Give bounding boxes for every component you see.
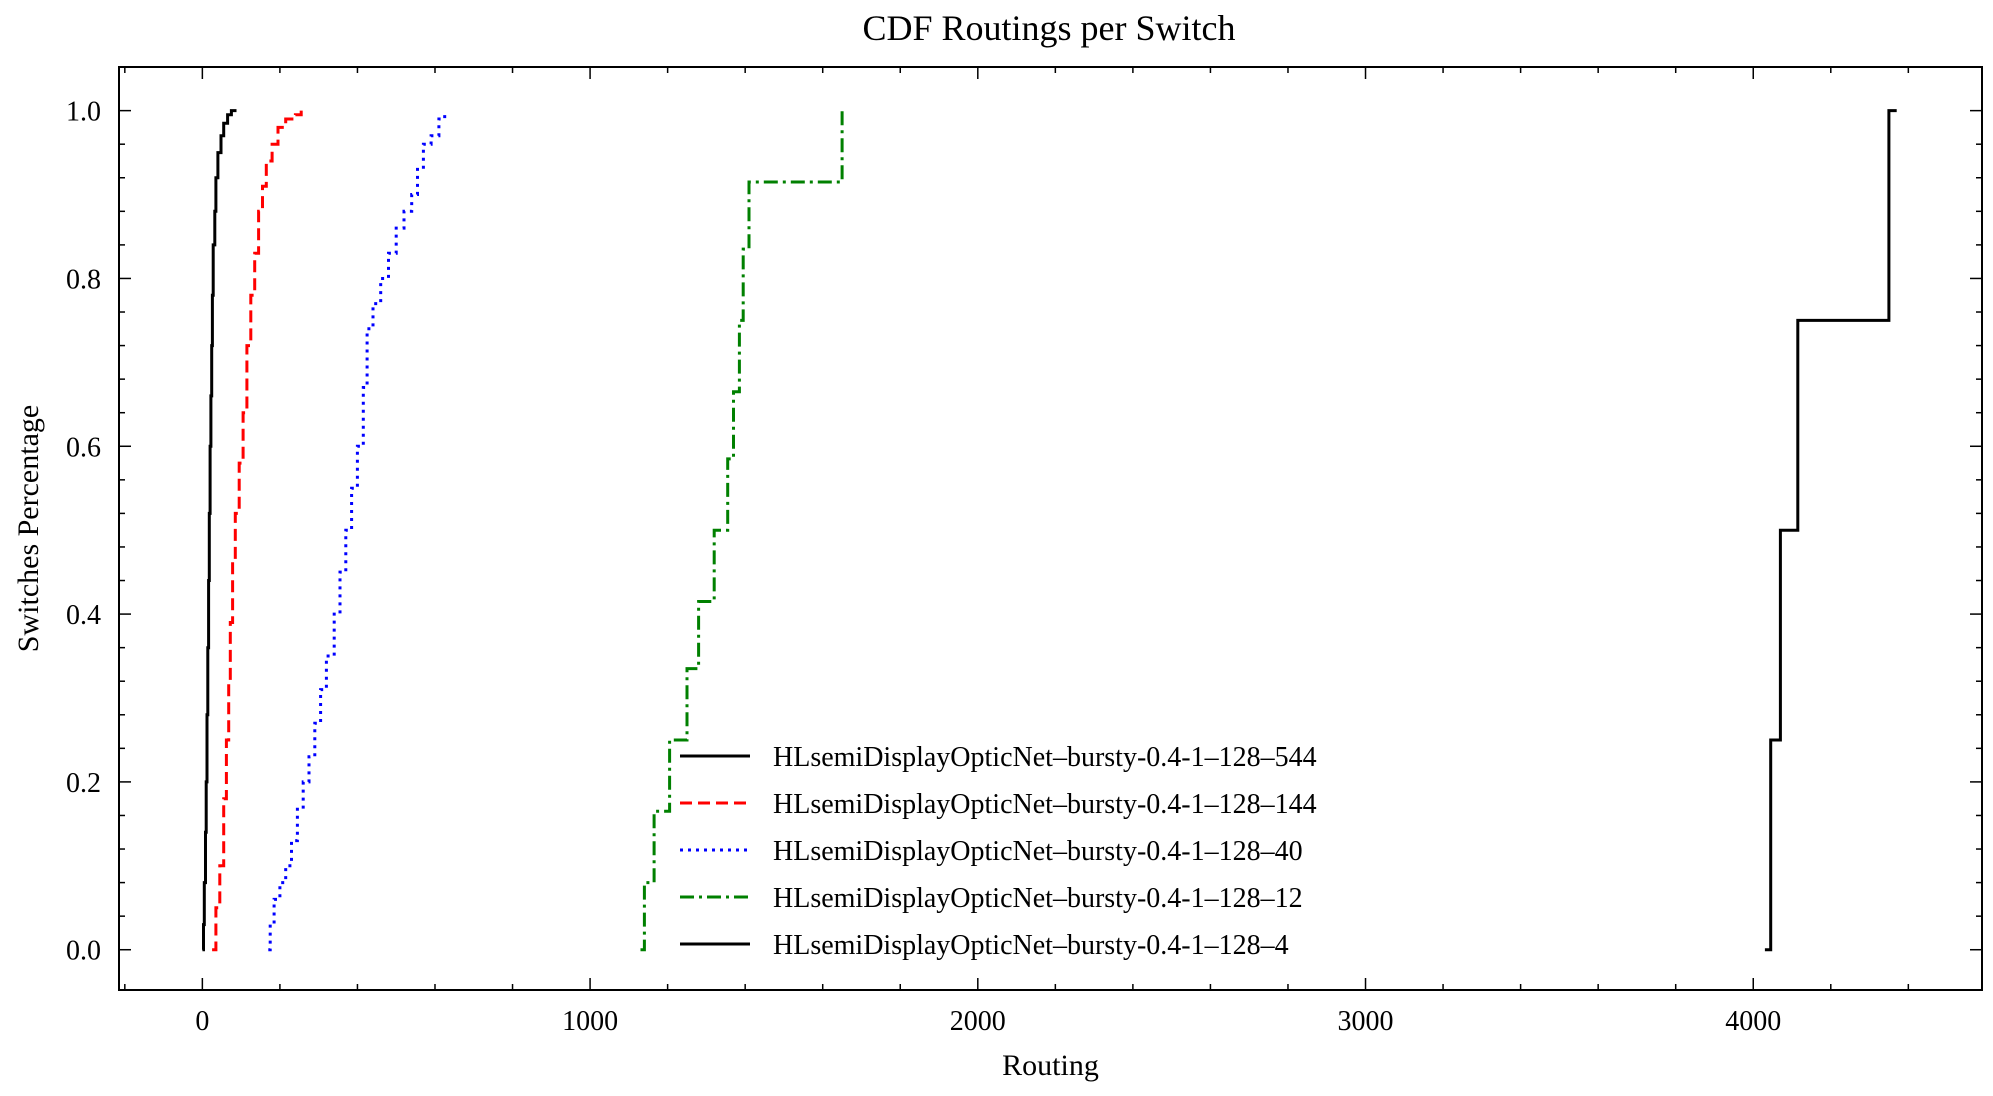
x-tick-label: 4000 xyxy=(1725,1006,1781,1037)
y-tick-label: 0.8 xyxy=(66,264,101,295)
series-line-5 xyxy=(1764,109,1897,952)
series-layer xyxy=(202,109,1897,952)
series-line-1 xyxy=(202,109,237,952)
legend-label-4: HLsemiDisplayOpticNet–bursty-0.4-1–128–1… xyxy=(773,883,1303,914)
legend: HLsemiDisplayOpticNet–bursty-0.4-1–128–5… xyxy=(680,742,1317,961)
legend-label-5: HLsemiDisplayOpticNet–bursty-0.4-1–128–4 xyxy=(773,930,1289,961)
y-tick-label: 1.0 xyxy=(66,97,101,128)
x-tick-label: 3000 xyxy=(1338,1006,1394,1037)
y-axis-label: Switches Percentage xyxy=(12,405,45,652)
legend-label-2: HLsemiDisplayOpticNet–bursty-0.4-1–128–1… xyxy=(773,789,1317,820)
legend-label-1: HLsemiDisplayOpticNet–bursty-0.4-1–128–5… xyxy=(773,742,1317,773)
series-line-4 xyxy=(640,110,844,952)
legend-label-3: HLsemiDisplayOpticNet–bursty-0.4-1–128–4… xyxy=(773,836,1303,867)
ticks-layer: 0 1000 2000 3000 4000 0.0 0.2 0.4 0.6 0.8 1.0 xyxy=(66,67,1982,1037)
y-tick-label: 0.0 xyxy=(66,936,101,967)
chart-title: CDF Routings per Switch xyxy=(862,8,1235,48)
x-tick-label: 2000 xyxy=(950,1006,1006,1037)
series-line-3 xyxy=(268,110,447,952)
x-axis-label: Routing xyxy=(1002,1049,1099,1082)
series-line-2 xyxy=(212,110,303,952)
y-tick-label: 0.6 xyxy=(66,432,101,463)
plot-frame xyxy=(118,66,1983,991)
y-tick-label: 0.4 xyxy=(66,600,101,631)
x-tick-label: 0 xyxy=(195,1006,209,1037)
x-tick-label: 1000 xyxy=(562,1006,618,1037)
y-tick-label: 0.2 xyxy=(66,768,101,799)
